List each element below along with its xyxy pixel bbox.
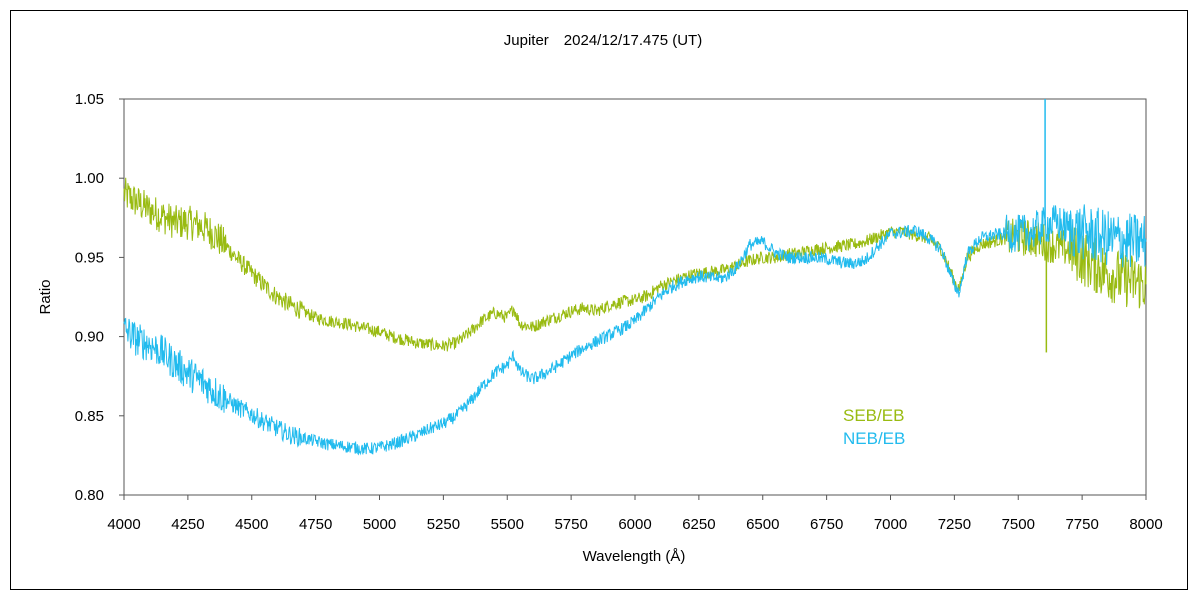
- y-tick-label: 0.95: [75, 249, 104, 266]
- x-axis: 4000 4250 4500 4750 5000 5250 5500 5750 6000 6250…: [107, 495, 1163, 533]
- x-tick-label: 6250: [682, 516, 715, 533]
- chart-frame: [10, 10, 1188, 590]
- chart-title: Jupiter 2024/12/17.475 (UT): [504, 32, 702, 49]
- x-axis-label: Wavelength (Å): [583, 548, 686, 565]
- x-tick-label: 5500: [491, 516, 524, 533]
- x-tick-label: 7500: [1002, 516, 1035, 533]
- x-tick-label: 5250: [427, 516, 460, 533]
- x-tick-label: 7000: [874, 516, 907, 533]
- x-tick-label: 4000: [107, 516, 140, 533]
- x-tick-label: 6000: [618, 516, 651, 533]
- y-tick-label: 1.05: [75, 91, 104, 108]
- series-layer: [123, 99, 1147, 456]
- y-tick-label: 0.80: [75, 487, 104, 504]
- y-axis-label: Ratio: [37, 279, 54, 314]
- legend-entry: SEB/EB: [843, 406, 904, 425]
- series-line-seb-eb: [123, 177, 1147, 352]
- x-tick-label: 6500: [746, 516, 779, 533]
- x-tick-label: 5000: [363, 516, 396, 533]
- x-tick-label: 7750: [1065, 516, 1098, 533]
- x-tick-label: 8000: [1129, 516, 1162, 533]
- y-tick-label: 0.90: [75, 329, 104, 346]
- x-tick-label: 4500: [235, 516, 268, 533]
- x-tick-label: 7250: [938, 516, 971, 533]
- x-tick-label: 5750: [554, 516, 587, 533]
- y-tick-label: 0.85: [75, 408, 104, 425]
- y-axis: 0.80 0.85 0.90 0.95 1.00 1.05: [75, 91, 124, 504]
- x-tick-label: 4750: [299, 516, 332, 533]
- legend-entry: NEB/EB: [843, 429, 905, 448]
- series-line-neb-eb: [123, 204, 1147, 456]
- y-tick-label: 1.00: [75, 170, 104, 187]
- legend: SEB/EB NEB/EB: [843, 406, 905, 448]
- x-tick-label: 4250: [171, 516, 204, 533]
- x-tick-label: 6750: [810, 516, 843, 533]
